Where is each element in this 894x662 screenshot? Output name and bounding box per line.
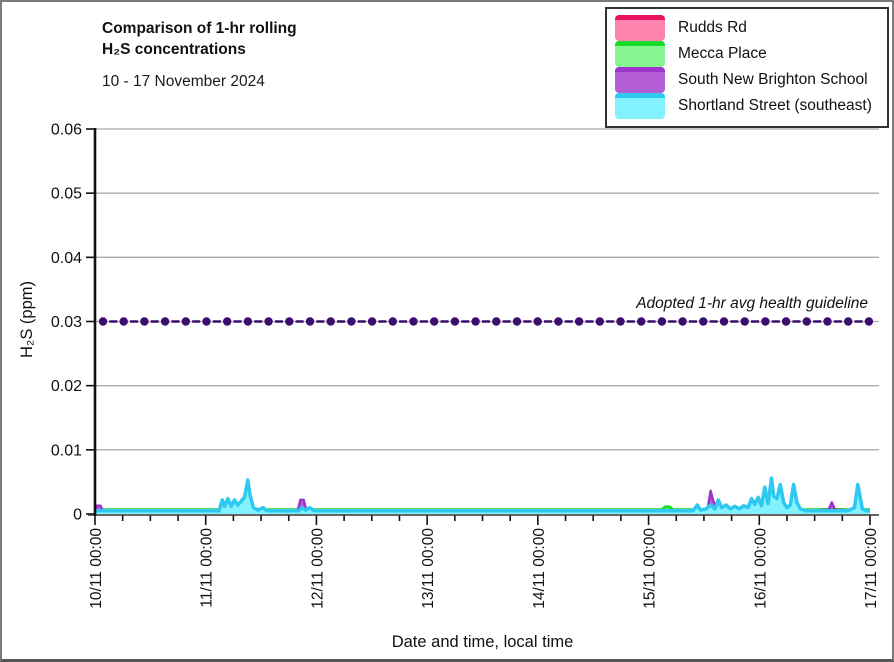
guideline-dot <box>367 317 377 326</box>
x-tick-label: 10/11 00:00 <box>88 528 105 609</box>
x-tick-label: 11/11 00:00 <box>199 528 216 608</box>
guideline-dot <box>657 317 667 326</box>
guideline-dot <box>492 317 501 326</box>
legend-swatch-icon <box>615 93 665 119</box>
chart-legend: Rudds Rd Mecca Place South New Brighton Sc… <box>605 7 889 128</box>
guideline-dot <box>781 317 791 326</box>
guideline-dot <box>388 317 397 326</box>
guideline-dot <box>409 317 418 326</box>
legend-swatch-icon <box>615 15 665 41</box>
legend-swatch-icon <box>615 41 665 67</box>
guideline-dot <box>202 317 211 326</box>
guideline-dot <box>595 317 604 326</box>
legend-label: South New Brighton School <box>678 71 868 88</box>
guideline-dot <box>533 317 542 326</box>
y-axis-title: H₂S (ppm) <box>18 281 36 358</box>
guideline-dot <box>450 317 460 326</box>
chart-date-range: 10 - 17 November 2024 <box>102 73 265 90</box>
x-tick-label: 14/11 00:00 <box>531 528 548 609</box>
legend-label: Shortland Street (southeast) <box>678 97 872 114</box>
guideline-dot <box>471 317 480 326</box>
guideline-dot <box>98 317 108 326</box>
x-tick-label: 12/11 00:00 <box>309 528 326 609</box>
legend-item-1: Mecca Place <box>615 41 879 67</box>
y-tick-label: 0.06 <box>51 122 82 139</box>
guideline-dot <box>802 317 811 326</box>
chart-title-block: Comparison of 1-hr rolling H₂S concentra… <box>102 18 297 91</box>
guideline-dot <box>347 317 356 326</box>
guideline-dot <box>140 317 149 326</box>
y-tick-label: 0.04 <box>51 250 82 267</box>
y-tick-label: 0 <box>73 507 82 524</box>
guideline-dot <box>864 317 874 326</box>
x-tick-label: 16/11 00:00 <box>752 528 769 609</box>
guideline-dot <box>740 317 749 326</box>
guideline-dot <box>181 317 190 326</box>
guideline-dot <box>574 317 584 326</box>
y-tick-label: 0.03 <box>51 314 82 331</box>
guideline-dot <box>512 317 522 326</box>
guideline-dot <box>823 317 832 326</box>
guideline-dot <box>285 317 294 326</box>
legend-item-3: Shortland Street (southeast) <box>615 93 879 119</box>
guideline-dot <box>119 317 128 326</box>
x-tick-label: 15/11 00:00 <box>642 528 659 609</box>
x-tick-label: 13/11 00:00 <box>420 528 437 609</box>
guideline-dot <box>761 317 770 326</box>
guideline-dot <box>554 317 563 326</box>
legend-label: Mecca Place <box>678 45 767 62</box>
guideline-dot <box>326 317 335 326</box>
y-tick-label: 0.05 <box>51 186 82 203</box>
guideline-dot <box>678 317 687 326</box>
guideline-dot <box>430 317 439 326</box>
guideline-dot <box>160 317 170 326</box>
legend-item-2: South New Brighton School <box>615 67 879 93</box>
x-tick-label: 17/11 00:00 <box>863 528 880 609</box>
y-tick-label: 0.01 <box>51 442 82 459</box>
chart-title-line1: Comparison of 1-hr rolling <box>102 20 297 37</box>
series-line-3 <box>95 476 870 513</box>
guideline-dot <box>616 317 625 326</box>
legend-item-0: Rudds Rd <box>615 15 879 41</box>
y-tick-label: 0.02 <box>51 378 82 395</box>
guideline-dot <box>699 317 708 326</box>
legend-label: Rudds Rd <box>678 19 747 36</box>
guideline-dot <box>264 317 273 326</box>
guideline-annotation: Adopted 1-hr avg health guideline <box>636 295 868 312</box>
chart-title-line2: H₂S concentrations <box>102 41 246 58</box>
guideline-dot <box>243 317 253 326</box>
guideline-dot <box>719 317 729 326</box>
x-axis-title: Date and time, local time <box>391 633 574 651</box>
guideline-dot <box>305 317 315 326</box>
guideline-dot <box>223 317 232 326</box>
legend-swatch-icon <box>615 67 665 93</box>
guideline-dot <box>844 317 853 326</box>
guideline-dot <box>637 317 646 326</box>
